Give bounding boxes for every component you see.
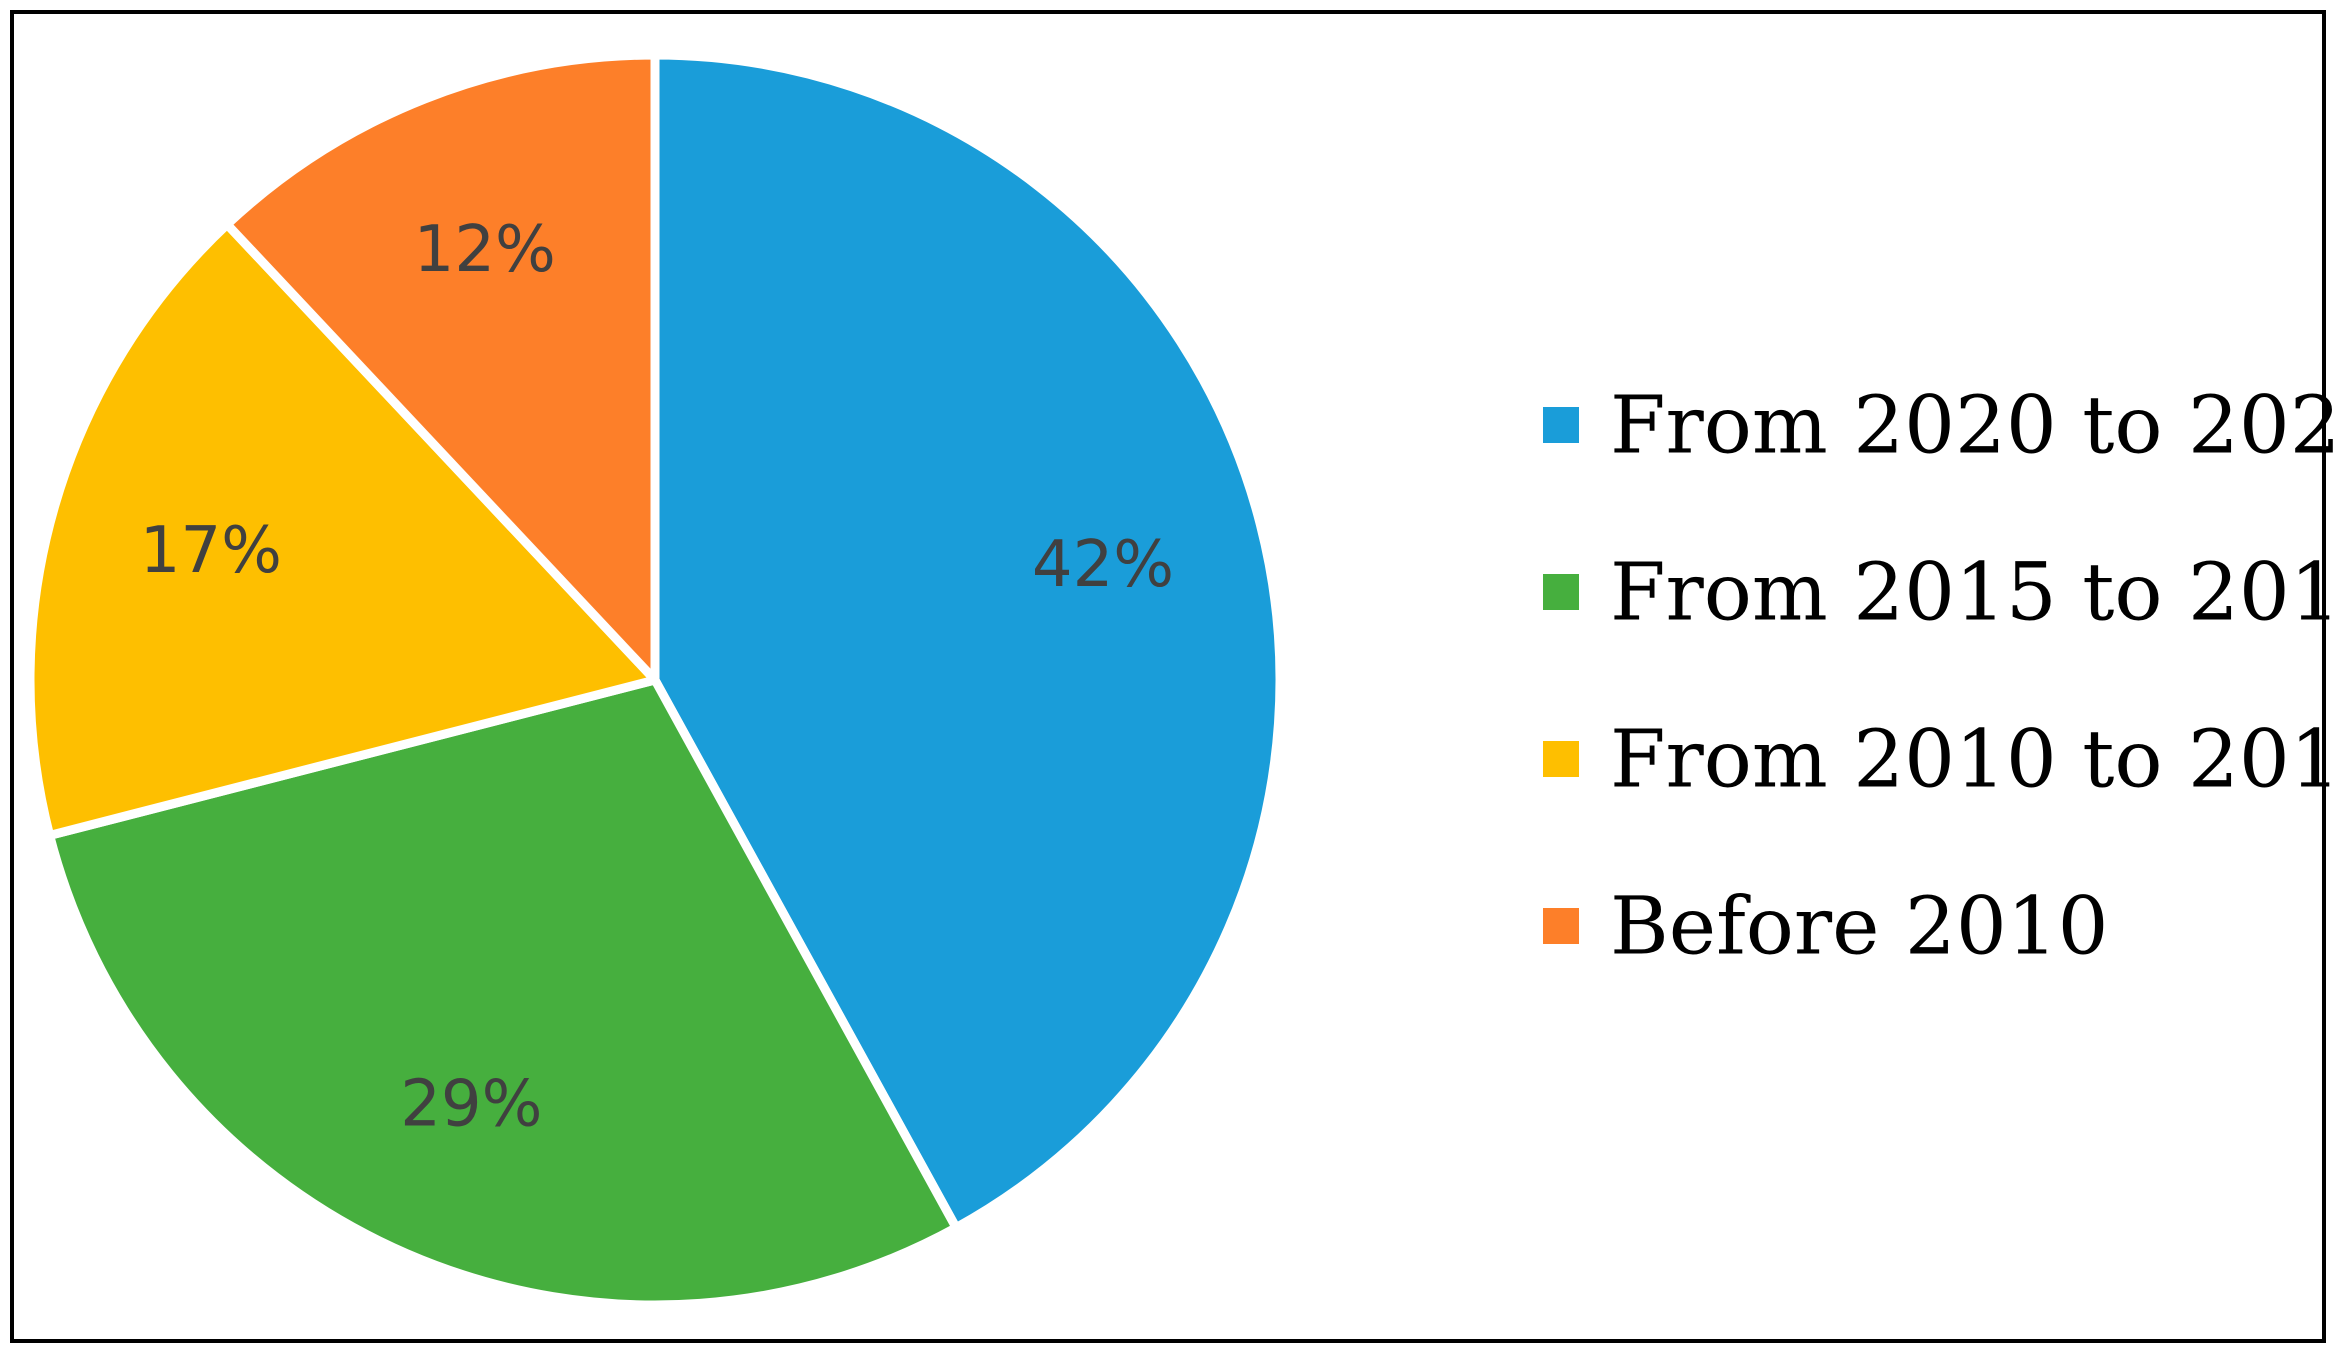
legend: From 2020 to 2025 From 2015 to 2019 From 2…	[1543, 379, 2339, 973]
data-label-from-2015-to-2019: 29%	[400, 1067, 542, 1141]
legend-label: From 2010 to 2014	[1610, 713, 2339, 806]
legend-swatch	[1543, 574, 1579, 610]
pie-slices	[25, 50, 1285, 1310]
data-label-before-2010: 12%	[414, 213, 556, 287]
data-label-from-2020-to-2025: 42%	[1032, 528, 1174, 602]
legend-item-from-2010-to-2014: From 2010 to 2014	[1543, 713, 2339, 806]
legend-label: From 2015 to 2019	[1610, 546, 2339, 639]
legend-swatch	[1543, 908, 1579, 944]
data-label-from-2010-to-2014: 17%	[140, 514, 282, 588]
pie-slice-from-2010-to-2014	[25, 219, 660, 840]
legend-item-from-2015-to-2019: From 2015 to 2019	[1543, 546, 2339, 639]
legend-label: Before 2010	[1610, 880, 2109, 973]
legend-item-from-2020-to-2025: From 2020 to 2025	[1543, 379, 2339, 472]
legend-label: From 2020 to 2025	[1610, 379, 2339, 472]
pie-slice-before-2010	[222, 50, 660, 685]
pie-data-labels: 42% 29% 17% 12%	[140, 213, 1174, 1141]
pie-slice-from-2015-to-2019	[45, 675, 961, 1310]
legend-item-before-2010: Before 2010	[1543, 880, 2109, 973]
pie-slice-from-2020-to-2025	[650, 50, 1285, 1233]
legend-swatch	[1543, 407, 1579, 443]
legend-swatch	[1543, 741, 1579, 777]
